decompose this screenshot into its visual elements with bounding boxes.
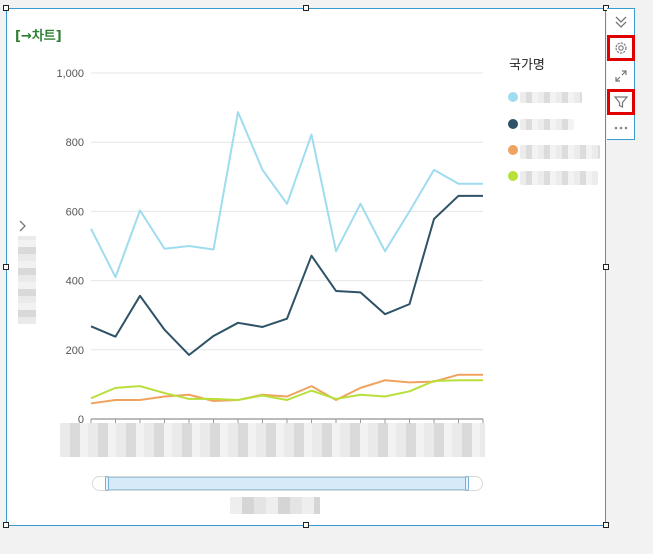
legend-title: 국가명: [509, 58, 545, 73]
legend-item[interactable]: [508, 116, 618, 132]
resize-handle-bottom-right[interactable]: [603, 522, 609, 528]
resize-handle-right[interactable]: [603, 264, 609, 270]
resize-handle-top[interactable]: [303, 5, 309, 11]
legend-label-redacted: [520, 145, 600, 159]
resize-handle-top-left[interactable]: [3, 5, 9, 11]
more-options-button[interactable]: [607, 115, 635, 141]
gear-icon: [615, 42, 627, 54]
resize-handle-bottom-left[interactable]: [3, 522, 9, 528]
range-slider-handle-left[interactable]: [105, 476, 109, 491]
x-axis-title-redacted: [230, 497, 320, 514]
legend-dot: [508, 119, 518, 129]
resize-handle-bottom[interactable]: [303, 522, 309, 528]
y-axis-title-redacted: [18, 236, 36, 324]
legend-item[interactable]: [508, 142, 618, 159]
legend-dot: [508, 145, 518, 155]
legend-dot: [508, 171, 518, 181]
expand-button[interactable]: [607, 63, 635, 89]
more-icon: [614, 126, 628, 130]
expand-panel-button[interactable]: [18, 218, 28, 237]
range-slider-handle-right[interactable]: [465, 476, 469, 491]
resize-handle-left[interactable]: [3, 264, 9, 270]
range-slider-selection[interactable]: [107, 477, 467, 490]
collapse-toolbar-button[interactable]: [607, 9, 635, 35]
legend-label-redacted: [520, 119, 574, 130]
chevron-right-icon: [19, 220, 26, 232]
legend-item[interactable]: [508, 89, 618, 105]
chart-toolbar: [607, 8, 635, 140]
settings-button[interactable]: [607, 35, 635, 61]
filter-icon: [613, 96, 629, 108]
x-axis-labels-redacted: [60, 423, 485, 457]
legend-label-redacted: [520, 92, 582, 103]
double-chevron-down-icon: [615, 16, 627, 28]
chart-title: [→차트]: [15, 29, 62, 44]
expand-icon: [615, 70, 627, 82]
legend-item[interactable]: [508, 168, 618, 185]
legend-dot: [508, 92, 518, 102]
legend-label-redacted: [520, 171, 598, 185]
filter-button[interactable]: [607, 89, 635, 115]
